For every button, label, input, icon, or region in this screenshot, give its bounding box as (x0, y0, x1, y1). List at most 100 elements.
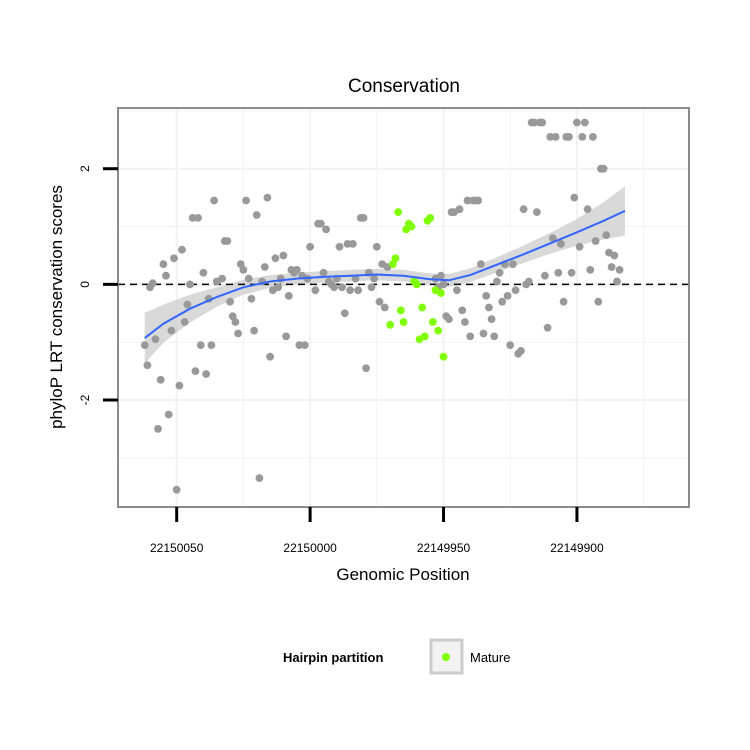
data-point-other (228, 312, 237, 321)
data-point-other (463, 196, 472, 205)
legend: Hairpin partition Mature (283, 638, 510, 675)
legend-label-mature: Mature (470, 650, 510, 665)
data-point-other (509, 260, 517, 268)
data-point-other (242, 196, 251, 205)
data-point-other (159, 260, 168, 268)
x-tick-label: 22150050 (150, 541, 204, 555)
data-point-other (575, 242, 584, 251)
data-point-other (495, 268, 504, 277)
x-axis-ticks: 22150050 22150000 22149950 22149900 (150, 507, 604, 555)
data-point-other (581, 118, 589, 127)
data-point-mature (407, 222, 416, 231)
data-point-other (196, 341, 205, 349)
data-point-other (493, 277, 501, 286)
data-point-mature (418, 303, 427, 312)
data-point-other (607, 263, 616, 271)
data-point-other (183, 300, 192, 309)
grid-lines (118, 108, 689, 507)
data-point-other (461, 318, 469, 326)
data-point-mature (437, 289, 445, 297)
data-point-other (260, 263, 269, 271)
data-point-mature (391, 254, 400, 263)
data-point-other (284, 292, 293, 300)
data-point-other (218, 274, 227, 283)
points-other (140, 118, 624, 494)
data-point-other (498, 297, 507, 306)
data-point-other (610, 251, 619, 260)
data-point-other (474, 196, 483, 205)
data-point-other (367, 283, 376, 292)
panel-border (117, 107, 690, 508)
data-point-other (591, 237, 600, 245)
data-point-other (533, 208, 541, 217)
smooth-line (144, 209, 626, 339)
data-point-other (517, 347, 525, 355)
data-point-other (263, 193, 272, 202)
legend-key-box (429, 638, 464, 675)
data-point-other (167, 326, 176, 335)
data-point-mature (386, 320, 395, 329)
data-point-mature (394, 208, 403, 217)
data-point-other (354, 286, 362, 295)
data-point-other (594, 297, 603, 306)
data-point-other (589, 133, 597, 141)
data-point-other (466, 332, 475, 341)
data-point-other (202, 370, 211, 378)
data-point-other (279, 251, 288, 260)
data-point-other (292, 266, 301, 274)
data-point-other (370, 274, 378, 283)
data-point-other (530, 118, 539, 127)
data-point-other (348, 240, 357, 248)
data-point-other (250, 326, 258, 335)
data-point-other (234, 329, 243, 338)
data-point-other (154, 425, 162, 433)
data-point-other (186, 280, 194, 289)
data-point-other (247, 294, 256, 303)
y-axis-title: phyloP LRT conservation scores (47, 185, 66, 429)
data-point-other (306, 242, 314, 251)
legend-title: Hairpin partition (283, 650, 383, 665)
data-point-other (338, 283, 346, 292)
data-point-other (295, 341, 304, 349)
y-tick-label: 2 (78, 165, 92, 172)
data-point-other (231, 318, 240, 326)
data-point-other (300, 341, 309, 349)
data-point-other (503, 292, 512, 300)
data-point-other (207, 341, 216, 349)
data-point-other (210, 196, 219, 205)
data-point-other (506, 341, 515, 349)
y-tick-label: -2 (78, 394, 92, 405)
data-point-other (151, 335, 160, 344)
data-point-other (485, 303, 493, 312)
data-point-other (226, 297, 235, 306)
data-point-other (223, 237, 232, 245)
data-point-other (330, 283, 338, 292)
data-point-other (554, 268, 563, 277)
data-point-other (549, 234, 557, 243)
data-point-other (551, 133, 560, 141)
data-point-other (375, 297, 384, 306)
data-point-other (613, 277, 621, 286)
data-point-other (180, 318, 189, 326)
data-point-other (458, 306, 467, 315)
data-point-mature (429, 318, 437, 326)
data-point-other (244, 274, 253, 283)
points-mature (386, 208, 448, 361)
data-point-other (615, 266, 624, 274)
data-point-other (372, 242, 381, 251)
data-point-mature (388, 260, 397, 268)
data-point-other (322, 225, 330, 234)
x-tick-label: 22149950 (417, 541, 471, 555)
data-point-other (164, 410, 173, 419)
data-point-other (194, 214, 202, 222)
data-point-other (453, 286, 461, 295)
data-point-other (578, 133, 587, 141)
data-point-other (570, 193, 579, 202)
data-point-other (274, 283, 282, 292)
data-point-other (266, 352, 274, 361)
y-axis-ticks: -2 0 2 (78, 165, 118, 405)
data-point-other (557, 240, 565, 248)
data-point-other (351, 274, 360, 283)
data-point-other (316, 219, 325, 228)
data-point-other (565, 133, 573, 141)
